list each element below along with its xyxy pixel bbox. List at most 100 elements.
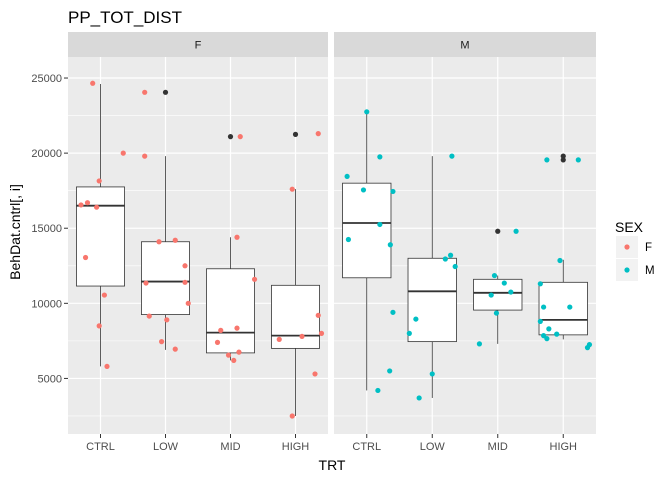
data-point bbox=[447, 252, 454, 258]
facet-strip bbox=[68, 32, 328, 57]
data-point bbox=[429, 371, 435, 377]
x-tick-label: MID bbox=[488, 441, 508, 453]
box-MID bbox=[206, 134, 255, 361]
data-point bbox=[546, 326, 552, 332]
data-point bbox=[96, 178, 102, 184]
outlier-point bbox=[560, 157, 566, 163]
data-point bbox=[575, 157, 581, 163]
outlier-point bbox=[495, 228, 501, 234]
data-point bbox=[501, 280, 507, 286]
legend-title: SEX bbox=[615, 219, 644, 235]
data-point bbox=[452, 263, 458, 270]
box-LOW bbox=[141, 89, 190, 350]
legend-swatch bbox=[624, 267, 630, 273]
outlier-point bbox=[292, 131, 299, 137]
facet-strip-label: M bbox=[460, 40, 469, 52]
data-point bbox=[493, 310, 500, 316]
y-tick-label: 25000 bbox=[31, 73, 62, 85]
data-point bbox=[541, 333, 547, 339]
data-point bbox=[146, 313, 152, 319]
box-CTRL bbox=[76, 84, 125, 367]
x-axis: CTRL LOW MID HIGH CTRL LOW MID HIGH bbox=[86, 434, 577, 453]
data-point bbox=[172, 237, 178, 243]
facet-panel-F: F bbox=[68, 32, 328, 434]
data-point bbox=[182, 263, 188, 269]
data-point bbox=[554, 331, 560, 337]
data-point bbox=[289, 413, 295, 419]
data-point bbox=[449, 153, 455, 159]
data-point bbox=[236, 349, 242, 355]
data-point bbox=[344, 173, 350, 180]
data-point bbox=[364, 109, 370, 115]
data-point bbox=[231, 357, 237, 364]
y-tick-label: 10000 bbox=[31, 298, 62, 310]
data-point bbox=[537, 281, 543, 287]
data-point bbox=[406, 330, 412, 336]
facet-strip bbox=[334, 32, 596, 57]
facet-strip-label: F bbox=[195, 40, 202, 52]
facet-panel-M: M bbox=[334, 32, 596, 434]
box-iqr bbox=[407, 257, 457, 343]
data-point bbox=[312, 371, 318, 377]
data-point bbox=[94, 204, 100, 210]
legend-label: F bbox=[645, 242, 652, 254]
box-LOW bbox=[407, 156, 457, 398]
box-MID bbox=[473, 228, 523, 344]
data-point bbox=[315, 131, 321, 137]
x-tick-label: CTRL bbox=[352, 441, 381, 453]
data-point bbox=[513, 228, 519, 234]
data-point bbox=[78, 202, 84, 208]
data-point bbox=[360, 187, 367, 193]
data-point bbox=[101, 292, 107, 298]
data-point bbox=[214, 339, 221, 345]
data-point bbox=[345, 236, 352, 243]
data-point bbox=[237, 134, 243, 140]
data-point bbox=[251, 276, 258, 282]
data-point bbox=[159, 339, 165, 345]
y-tick-label: 20000 bbox=[31, 148, 62, 160]
box-iqr bbox=[206, 268, 255, 354]
data-point bbox=[299, 333, 305, 339]
data-point bbox=[541, 304, 547, 310]
data-point bbox=[142, 89, 148, 95]
data-point bbox=[387, 242, 393, 248]
data-point bbox=[84, 200, 91, 206]
outlier-point bbox=[162, 89, 169, 95]
box-CTRL bbox=[342, 112, 392, 391]
data-point bbox=[164, 317, 170, 323]
box-iqr bbox=[141, 241, 190, 315]
y-axis-title: BehDat.cntrl[, i] bbox=[7, 184, 23, 280]
x-tick-label: CTRL bbox=[86, 441, 115, 453]
box-iqr bbox=[538, 281, 588, 336]
data-point bbox=[172, 346, 178, 352]
y-tick-label: 15000 bbox=[31, 223, 62, 235]
legend-swatch bbox=[624, 244, 630, 250]
data-point bbox=[442, 256, 448, 262]
data-point bbox=[557, 257, 563, 264]
data-point bbox=[120, 150, 126, 156]
data-point bbox=[375, 387, 381, 394]
x-tick-label: HIGH bbox=[550, 441, 578, 453]
data-point bbox=[377, 221, 383, 228]
data-point bbox=[143, 280, 149, 286]
box-iqr bbox=[342, 182, 392, 279]
box-HIGH bbox=[538, 153, 588, 340]
x-tick-label: LOW bbox=[420, 441, 446, 453]
data-point bbox=[508, 289, 514, 295]
data-point bbox=[413, 316, 419, 322]
data-point bbox=[491, 272, 498, 279]
legend-label: M bbox=[645, 265, 655, 277]
data-point bbox=[185, 300, 191, 306]
outlier-point bbox=[227, 134, 234, 140]
data-point bbox=[315, 312, 321, 318]
x-tick-label: LOW bbox=[153, 441, 179, 453]
data-point bbox=[218, 327, 224, 333]
data-point bbox=[377, 154, 383, 160]
data-point bbox=[390, 188, 396, 195]
data-point bbox=[142, 153, 148, 159]
data-point bbox=[234, 234, 240, 240]
data-point bbox=[476, 341, 483, 347]
data-point bbox=[82, 254, 89, 261]
